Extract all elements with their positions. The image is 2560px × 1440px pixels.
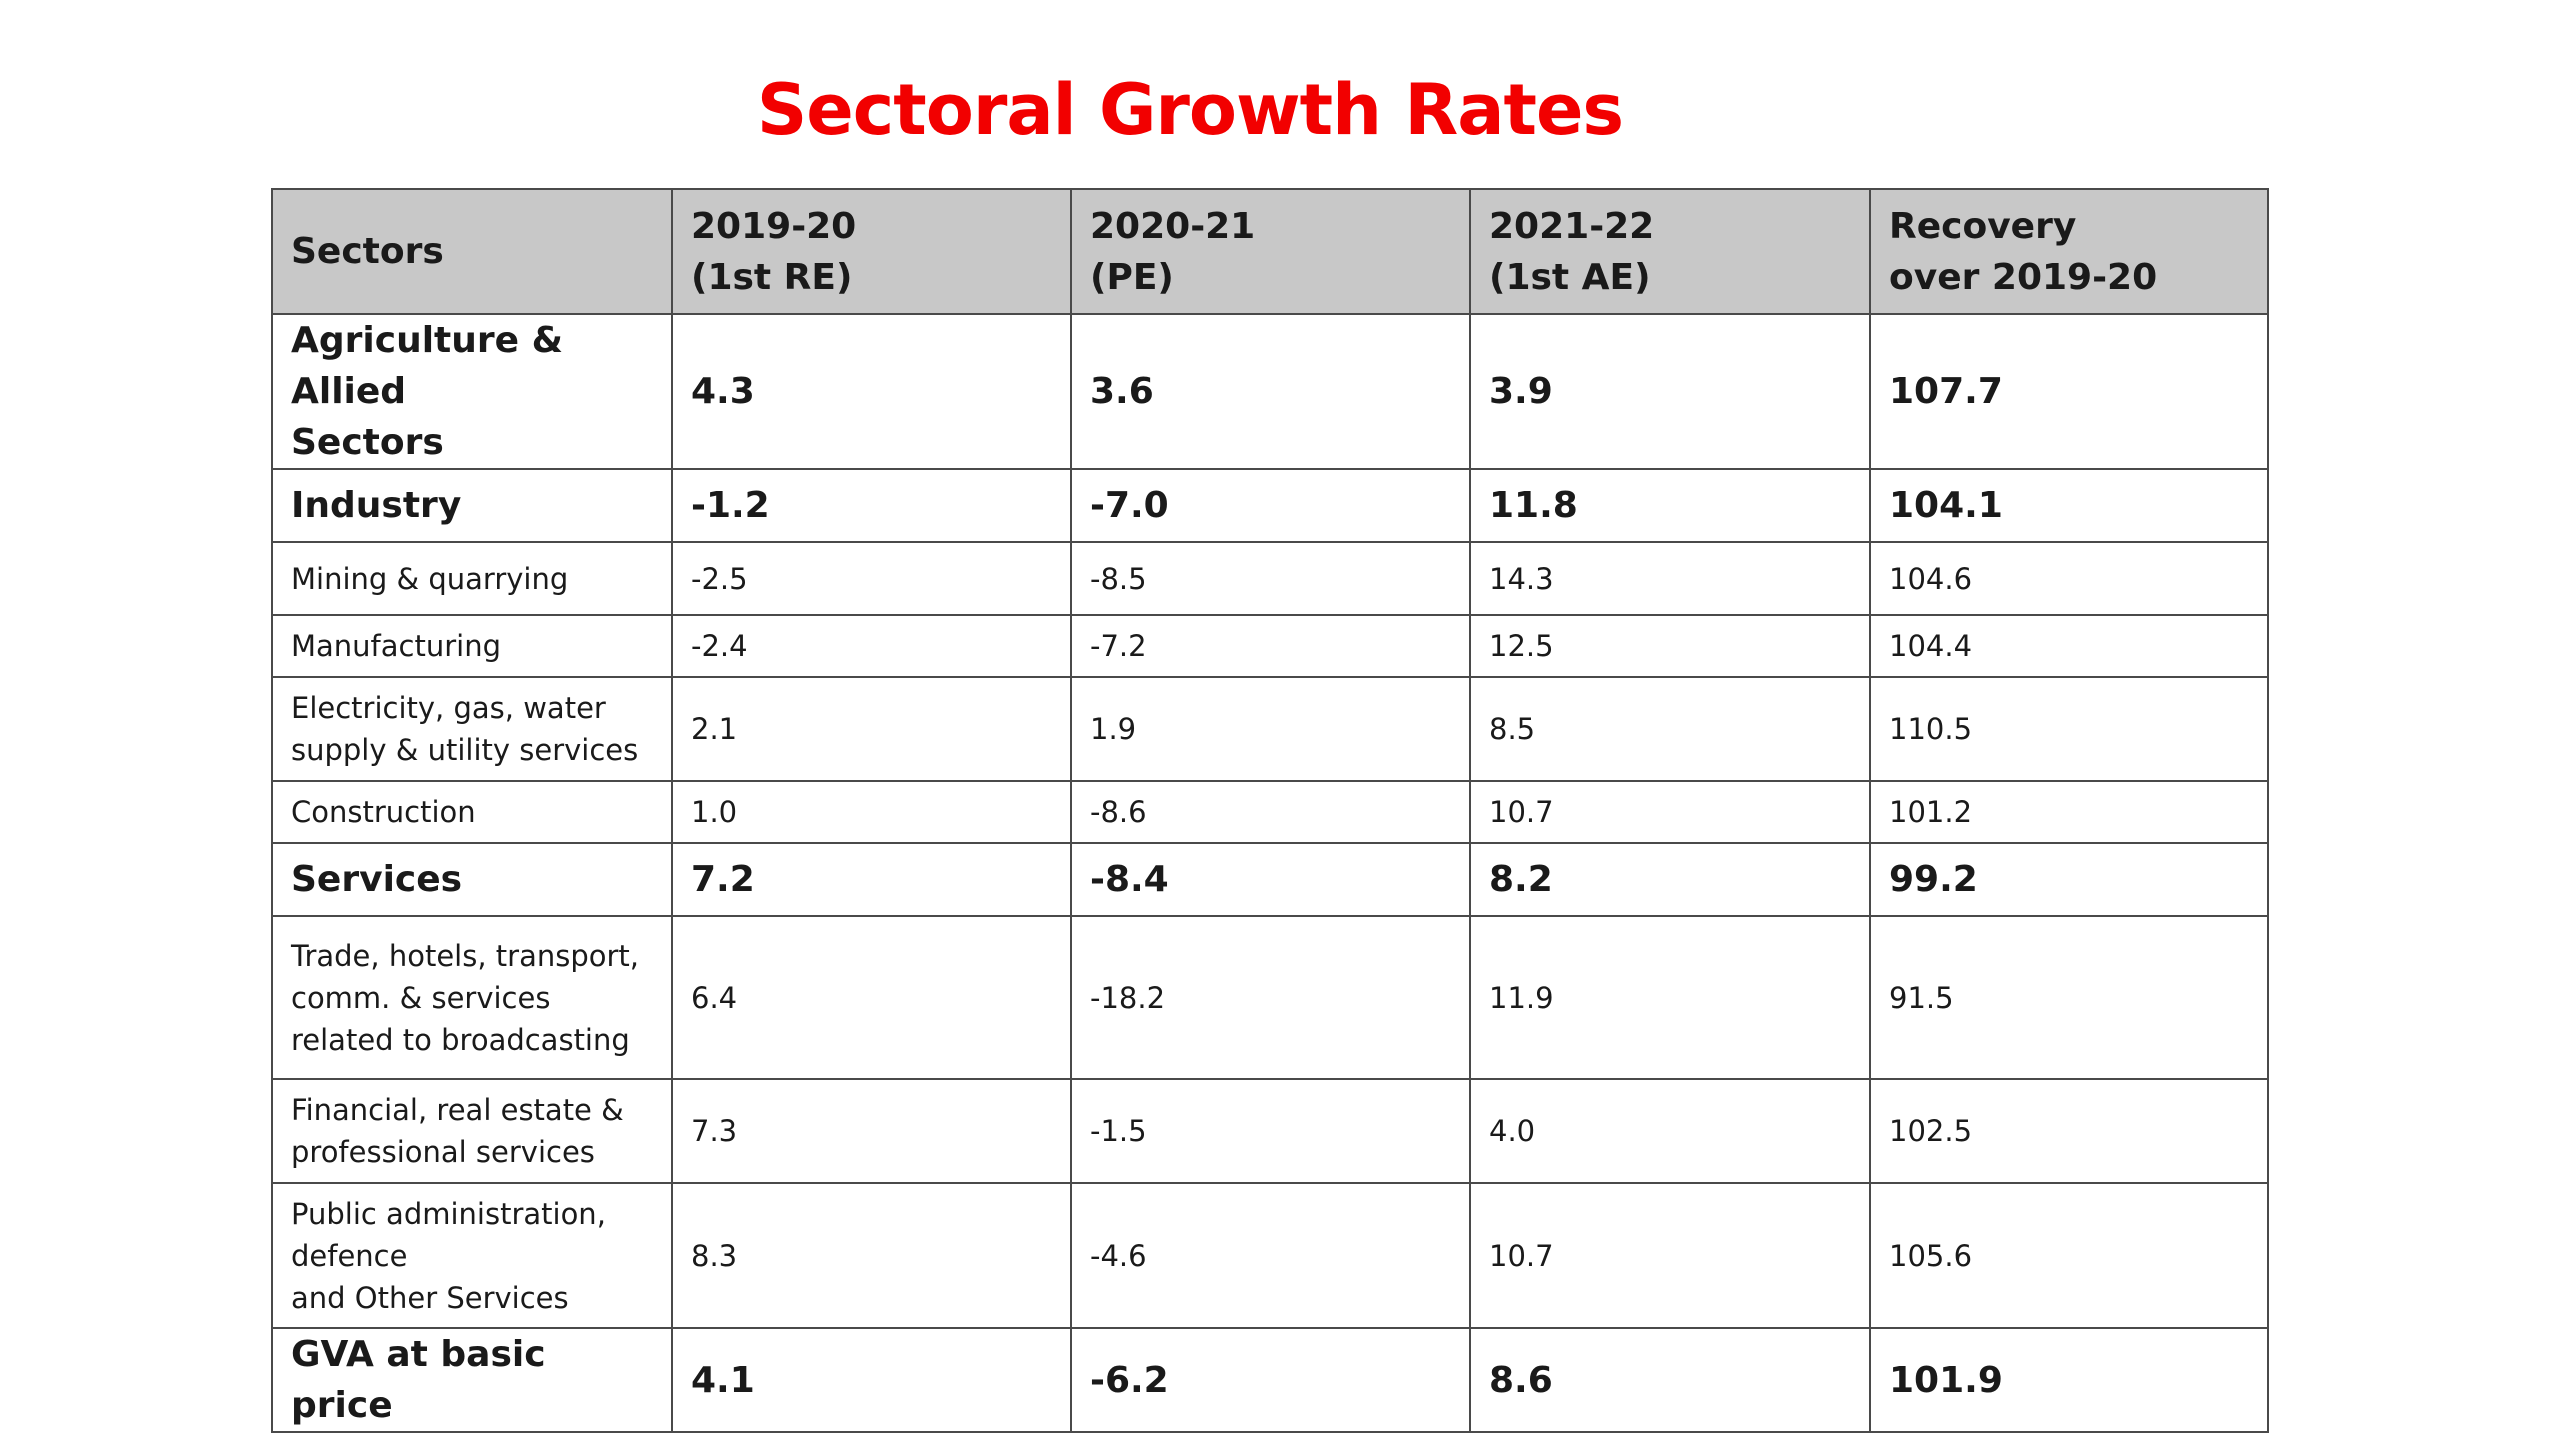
sector-cell: Trade, hotels, transport, comm. & servic… <box>271 915 673 1080</box>
table-row: Trade, hotels, transport, comm. & servic… <box>271 915 2269 1080</box>
value-cell: 10.7 <box>1469 1182 1871 1329</box>
value-cell: -1.5 <box>1070 1078 1471 1184</box>
value-cell: -8.5 <box>1070 541 1471 616</box>
header-2019-20: 2019-20 (1st RE) <box>671 188 1072 315</box>
value-cell: 107.7 <box>1869 313 2269 470</box>
table-row: Services 7.2 -8.4 8.2 99.2 <box>271 842 2269 917</box>
header-label: 2021-22 (1st AE) <box>1489 205 1655 298</box>
value-cell: -2.4 <box>671 614 1072 678</box>
value-cell: -6.2 <box>1070 1327 1471 1433</box>
value-cell: -1.2 <box>671 468 1072 543</box>
value-cell: 12.5 <box>1469 614 1871 678</box>
value-cell: 10.7 <box>1469 780 1871 844</box>
value-cell: 3.9 <box>1469 313 1871 470</box>
value-cell: 14.3 <box>1469 541 1871 616</box>
sector-cell: Financial, real estate & professional se… <box>271 1078 673 1184</box>
sector-cell: Manufacturing <box>271 614 673 678</box>
header-2020-21: 2020-21 (PE) <box>1070 188 1471 315</box>
table-row: GVA at basic price 4.1 -6.2 8.6 101.9 <box>271 1327 2269 1433</box>
value-cell: 104.4 <box>1869 614 2269 678</box>
value-cell: 6.4 <box>671 915 1072 1080</box>
value-cell: 8.5 <box>1469 676 1871 782</box>
sector-cell: Mining & quarrying <box>271 541 673 616</box>
sector-cell: Agriculture & Allied Sectors <box>271 313 673 470</box>
value-cell: -7.0 <box>1070 468 1471 543</box>
value-cell: -7.2 <box>1070 614 1471 678</box>
header-label: Sectors <box>291 231 444 272</box>
header-label: Recovery over 2019-20 <box>1889 205 2158 298</box>
value-cell: 101.2 <box>1869 780 2269 844</box>
table-row: Financial, real estate & professional se… <box>271 1078 2269 1184</box>
page-title: Sectoral Growth Rates <box>756 69 1624 151</box>
value-cell: -18.2 <box>1070 915 1471 1080</box>
sector-cell: Public administration, defence and Other… <box>271 1182 673 1329</box>
value-cell: 11.8 <box>1469 468 1871 543</box>
value-cell: 1.9 <box>1070 676 1471 782</box>
value-cell: 99.2 <box>1869 842 2269 917</box>
value-cell: 101.9 <box>1869 1327 2269 1433</box>
sector-label: Services <box>291 859 463 900</box>
header-sectors: Sectors <box>271 188 673 315</box>
value-cell: -4.6 <box>1070 1182 1471 1329</box>
value-cell: 4.3 <box>671 313 1072 470</box>
sector-label: Financial, real estate & professional se… <box>291 1093 624 1169</box>
sector-cell: Electricity, gas, water supply & utility… <box>271 676 673 782</box>
value-cell: 8.2 <box>1469 842 1871 917</box>
table-row: Public administration, defence and Other… <box>271 1182 2269 1329</box>
sector-label: GVA at basic price <box>291 1334 546 1426</box>
header-label: 2020-21 (PE) <box>1090 205 1256 298</box>
value-cell: 7.3 <box>671 1078 1072 1184</box>
sector-label: Manufacturing <box>291 629 501 663</box>
sector-label: Electricity, gas, water supply & utility… <box>291 691 639 767</box>
header-label: 2019-20 (1st RE) <box>691 205 857 298</box>
value-cell: 2.1 <box>671 676 1072 782</box>
value-cell: 110.5 <box>1869 676 2269 782</box>
table-row: Industry -1.2 -7.0 11.8 104.1 <box>271 468 2269 543</box>
value-cell: 1.0 <box>671 780 1072 844</box>
value-cell: 104.6 <box>1869 541 2269 616</box>
header-recovery: Recovery over 2019-20 <box>1869 188 2269 315</box>
table-row: Agriculture & Allied Sectors 4.3 3.6 3.9… <box>271 313 2269 470</box>
value-cell: 105.6 <box>1869 1182 2269 1329</box>
sector-label: Trade, hotels, transport, comm. & servic… <box>291 938 639 1057</box>
sector-label: Agriculture & Allied Sectors <box>291 320 563 463</box>
value-cell: 8.6 <box>1469 1327 1871 1433</box>
sector-cell: Services <box>271 842 673 917</box>
value-cell: -8.6 <box>1070 780 1471 844</box>
table-row: Manufacturing -2.4 -7.2 12.5 104.4 <box>271 614 2269 678</box>
value-cell: -2.5 <box>671 541 1072 616</box>
table-row: Construction 1.0 -8.6 10.7 101.2 <box>271 780 2269 844</box>
sectoral-growth-table: Sectors 2019-20 (1st RE) 2020-21 (PE) 20… <box>271 188 2269 1433</box>
value-cell: 11.9 <box>1469 915 1871 1080</box>
table-row: Electricity, gas, water supply & utility… <box>271 676 2269 782</box>
sector-label: Public administration, defence and Other… <box>291 1196 606 1315</box>
sector-label: Construction <box>291 795 476 829</box>
value-cell: 102.5 <box>1869 1078 2269 1184</box>
sector-label: Mining & quarrying <box>291 561 569 596</box>
sector-cell: Industry <box>271 468 673 543</box>
table-header-row: Sectors 2019-20 (1st RE) 2020-21 (PE) 20… <box>271 188 2269 315</box>
sector-cell: Construction <box>271 780 673 844</box>
value-cell: 4.1 <box>671 1327 1072 1433</box>
table-row: Mining & quarrying -2.5 -8.5 14.3 104.6 <box>271 541 2269 616</box>
sector-cell: GVA at basic price <box>271 1327 673 1433</box>
value-cell: 7.2 <box>671 842 1072 917</box>
value-cell: 104.1 <box>1869 468 2269 543</box>
value-cell: 3.6 <box>1070 313 1471 470</box>
value-cell: 8.3 <box>671 1182 1072 1329</box>
header-2021-22: 2021-22 (1st AE) <box>1469 188 1871 315</box>
value-cell: 91.5 <box>1869 915 2269 1080</box>
value-cell: 4.0 <box>1469 1078 1871 1184</box>
value-cell: -8.4 <box>1070 842 1471 917</box>
sector-label: Industry <box>291 485 462 526</box>
